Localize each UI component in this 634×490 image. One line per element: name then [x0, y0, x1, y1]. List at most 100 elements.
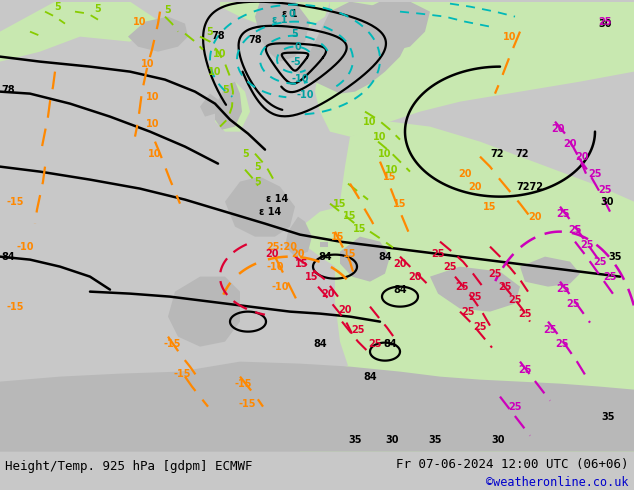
Text: Height/Temp. 925 hPa [gdpm] ECMWF: Height/Temp. 925 hPa [gdpm] ECMWF [5, 460, 252, 473]
Text: 20: 20 [291, 248, 305, 259]
Text: 20: 20 [551, 123, 565, 134]
Polygon shape [200, 94, 218, 117]
Text: -15: -15 [238, 399, 256, 409]
Text: 25: 25 [455, 282, 469, 292]
Text: 10: 10 [146, 119, 160, 129]
Text: ε 1: ε 1 [272, 15, 288, 24]
Text: -10: -10 [271, 282, 288, 292]
Text: Fr 07-06-2024 12:00 UTC (06+06): Fr 07-06-2024 12:00 UTC (06+06) [396, 458, 629, 471]
Text: 5: 5 [207, 26, 214, 37]
Text: 25: 25 [598, 185, 612, 195]
Text: 5: 5 [223, 85, 230, 95]
Text: 20: 20 [469, 182, 482, 192]
Text: 72: 72 [490, 148, 504, 159]
Text: -10: -10 [16, 242, 34, 252]
Text: -10: -10 [296, 90, 314, 99]
Text: -10: -10 [291, 74, 309, 84]
Text: 10: 10 [385, 165, 399, 174]
Polygon shape [255, 1, 310, 62]
Text: 78: 78 [248, 35, 262, 45]
Text: 15: 15 [343, 248, 357, 259]
Text: 10: 10 [133, 17, 146, 26]
Text: 25: 25 [508, 402, 522, 412]
Text: 25: 25 [580, 240, 594, 249]
Text: 25: 25 [518, 309, 532, 318]
Text: -15: -15 [163, 339, 181, 348]
Text: 15: 15 [295, 259, 309, 269]
Polygon shape [295, 1, 410, 94]
Text: 10: 10 [148, 148, 162, 159]
Text: 25: 25 [469, 292, 482, 302]
Polygon shape [367, 263, 372, 267]
Text: 5: 5 [292, 28, 299, 39]
Text: 84: 84 [363, 371, 377, 382]
Text: 25: 25 [462, 307, 475, 317]
Text: 15: 15 [343, 211, 357, 220]
Text: 5: 5 [165, 4, 171, 15]
Text: 10: 10 [141, 59, 155, 69]
Polygon shape [315, 1, 634, 137]
Text: ε 1: ε 1 [282, 9, 298, 19]
Polygon shape [220, 1, 330, 32]
Text: 20: 20 [528, 212, 541, 221]
Text: 25: 25 [508, 294, 522, 305]
Text: ε 14: ε 14 [266, 194, 288, 204]
Polygon shape [128, 17, 188, 51]
Text: 35: 35 [348, 435, 362, 444]
Text: 25: 25 [555, 339, 569, 348]
Text: 84: 84 [1, 252, 15, 262]
Text: 25: 25 [603, 271, 617, 282]
Text: 5: 5 [55, 1, 61, 12]
Text: 25: 25 [588, 169, 602, 179]
Polygon shape [300, 302, 634, 452]
Text: 15: 15 [331, 232, 345, 242]
Text: 84: 84 [313, 339, 327, 348]
Text: 25: 25 [488, 269, 501, 279]
Text: 35: 35 [428, 435, 442, 444]
Text: 35: 35 [608, 252, 622, 262]
Text: 20: 20 [408, 271, 422, 282]
Text: ©weatheronline.co.uk: ©weatheronline.co.uk [486, 476, 629, 489]
Text: 72: 72 [515, 148, 529, 159]
Text: 30: 30 [491, 435, 505, 444]
Polygon shape [285, 217, 312, 257]
Text: 10: 10 [208, 67, 222, 76]
Text: 25: 25 [351, 324, 365, 335]
Text: 10: 10 [373, 132, 387, 142]
Polygon shape [520, 257, 580, 287]
Polygon shape [168, 277, 240, 346]
Text: -15: -15 [6, 302, 23, 312]
Text: 15: 15 [333, 198, 347, 209]
Text: 20: 20 [563, 139, 577, 148]
Polygon shape [320, 242, 328, 246]
Text: 15: 15 [383, 172, 397, 182]
Text: 5: 5 [94, 3, 101, 14]
Polygon shape [340, 237, 390, 282]
Polygon shape [215, 82, 242, 130]
Text: 25: 25 [556, 209, 570, 219]
Text: 5: 5 [255, 162, 261, 172]
Text: 78: 78 [211, 31, 225, 41]
Polygon shape [215, 82, 250, 132]
Text: 20: 20 [339, 305, 352, 315]
Polygon shape [350, 253, 356, 257]
Text: 20: 20 [575, 151, 589, 162]
Text: 25: 25 [556, 284, 570, 294]
Text: -15: -15 [6, 196, 23, 207]
Text: 35: 35 [601, 412, 615, 421]
Text: 25: 25 [598, 17, 612, 26]
Text: 15: 15 [393, 198, 407, 209]
Text: 20: 20 [458, 169, 472, 179]
Text: -5: -5 [290, 57, 301, 67]
Text: 5: 5 [243, 148, 249, 159]
Text: 7272: 7272 [517, 182, 543, 192]
Text: 10: 10 [378, 148, 392, 159]
Text: -15: -15 [173, 368, 191, 379]
Text: -10: -10 [266, 262, 284, 271]
Text: 78: 78 [1, 85, 15, 95]
Polygon shape [0, 1, 160, 62]
Text: ε 14: ε 14 [259, 207, 281, 217]
Text: 25: 25 [518, 365, 532, 375]
Text: 20: 20 [321, 289, 335, 298]
Text: 25: 25 [443, 262, 456, 271]
